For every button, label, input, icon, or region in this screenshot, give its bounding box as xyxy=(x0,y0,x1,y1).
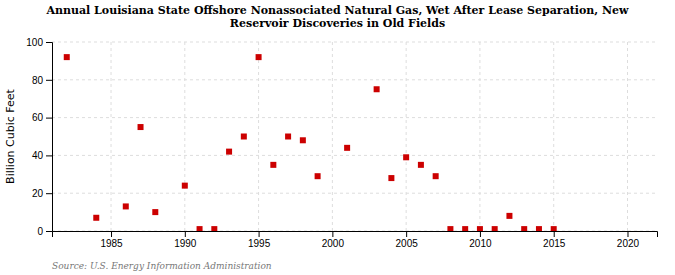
point xyxy=(388,175,394,181)
point xyxy=(447,226,453,231)
point xyxy=(123,203,129,209)
tick-label: 2015 xyxy=(543,238,566,249)
tick-label: 1985 xyxy=(100,238,123,249)
title: Annual Louisiana State Offshore Nonassoc… xyxy=(45,4,629,30)
tick-label: 1995 xyxy=(248,238,271,249)
tick-label: 2010 xyxy=(469,238,492,249)
point xyxy=(211,226,217,231)
grid-line-x xyxy=(406,42,407,231)
point xyxy=(344,145,350,151)
tick-mark xyxy=(46,118,52,119)
point xyxy=(536,226,542,231)
tick: 0 xyxy=(37,226,52,237)
grid-line-y xyxy=(52,79,657,80)
tick-mark xyxy=(46,193,52,194)
tick: 40 xyxy=(32,150,52,161)
grid-line-x xyxy=(553,42,554,231)
tick-mark xyxy=(627,231,628,237)
point xyxy=(226,149,232,155)
point xyxy=(477,226,483,231)
grid-line-x xyxy=(184,42,185,231)
tick: 1985 xyxy=(100,231,123,249)
tick: 80 xyxy=(32,75,52,86)
title-line: Annual Louisiana State Offshore Nonassoc… xyxy=(45,4,629,17)
tick-mark xyxy=(46,42,52,43)
tick-mark xyxy=(480,231,481,237)
tick-mark xyxy=(259,231,260,237)
axis-line xyxy=(46,43,53,232)
tick-label: 100 xyxy=(26,37,43,48)
tick-mark xyxy=(406,231,407,237)
source: Source: U.S. Energy Information Administ… xyxy=(52,261,272,271)
tick: 2000 xyxy=(322,231,345,249)
grid-line-x xyxy=(111,42,112,231)
tick-mark xyxy=(111,231,112,237)
point xyxy=(182,183,188,189)
tick-mark xyxy=(46,155,52,156)
point xyxy=(241,134,247,140)
grid-line-x xyxy=(627,42,628,231)
point xyxy=(492,226,498,231)
grid-line-x xyxy=(258,42,259,231)
tick-label: 2000 xyxy=(322,238,345,249)
tick: 2015 xyxy=(543,231,566,249)
tick: 1990 xyxy=(174,231,197,249)
grid-line-y xyxy=(52,42,657,43)
tick: 20 xyxy=(32,188,52,199)
tick-label: 60 xyxy=(32,112,44,123)
point xyxy=(403,154,409,160)
point xyxy=(300,137,306,143)
tick-label: 0 xyxy=(37,226,43,237)
point xyxy=(418,162,424,168)
point xyxy=(93,215,99,221)
tick-mark xyxy=(554,231,555,237)
plot: 1985 1990 1995 2000 2005 2010 2015 2020 0 20 40 60 8… xyxy=(26,37,657,249)
grid-line-x xyxy=(332,42,333,231)
point xyxy=(506,213,512,219)
axis-line xyxy=(53,232,658,238)
point xyxy=(197,226,203,231)
point xyxy=(551,226,557,231)
point xyxy=(152,209,158,215)
tick: 2020 xyxy=(617,231,640,249)
tick-mark xyxy=(46,231,52,232)
tick-mark xyxy=(46,80,52,81)
point xyxy=(256,54,262,60)
point xyxy=(521,226,527,231)
tick-label: 40 xyxy=(32,150,44,161)
point xyxy=(462,226,468,231)
grid-line-x xyxy=(479,42,480,231)
point xyxy=(64,54,70,60)
tick: 1995 xyxy=(248,231,271,249)
y-axis: 0 20 40 60 80 100 xyxy=(26,37,52,237)
tick-label: 1990 xyxy=(174,238,197,249)
tick-label: 2020 xyxy=(617,238,640,249)
tick-label: 20 xyxy=(32,188,44,199)
point xyxy=(374,86,380,92)
grid xyxy=(52,42,657,231)
tick: 100 xyxy=(26,37,52,48)
tick-label: 2005 xyxy=(396,238,419,249)
tick: 2010 xyxy=(469,231,492,249)
grid-line-y xyxy=(52,155,657,156)
point xyxy=(433,173,439,179)
x-axis: 1985 1990 1995 2000 2005 2010 2015 2020 xyxy=(53,231,658,249)
grid-line-y xyxy=(52,117,657,118)
y-axis-label: Billion Cubic Feet xyxy=(4,88,17,183)
tick-mark xyxy=(185,231,186,237)
chart: Annual Louisiana State Offshore Nonassoc… xyxy=(0,0,675,275)
point xyxy=(270,162,276,168)
points xyxy=(64,54,557,231)
tick: 60 xyxy=(32,112,52,123)
title-line: Reservoir Discoveries in Old Fields xyxy=(230,17,445,30)
point xyxy=(138,124,144,130)
point xyxy=(285,134,291,140)
tick: 2005 xyxy=(396,231,419,249)
point xyxy=(315,173,321,179)
tick-label: 80 xyxy=(32,75,44,86)
grid-line-y xyxy=(52,193,657,194)
tick-mark xyxy=(332,231,333,237)
